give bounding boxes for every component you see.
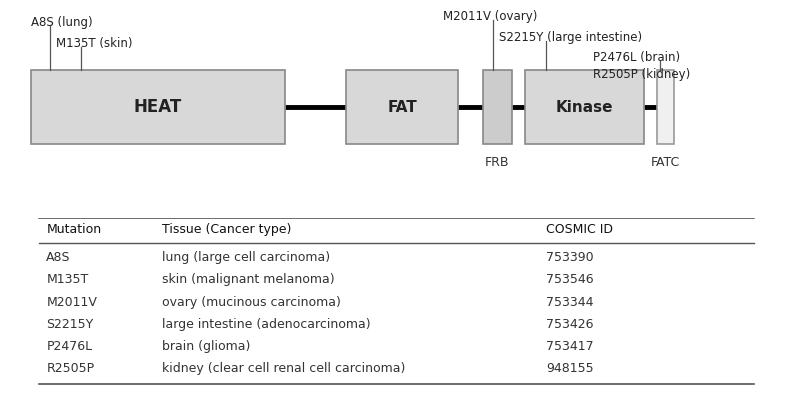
- Text: kidney (clear cell renal cell carcinoma): kidney (clear cell renal cell carcinoma): [162, 362, 405, 375]
- Text: lung (large cell carcinoma): lung (large cell carcinoma): [162, 252, 330, 264]
- Text: 753390: 753390: [546, 252, 594, 264]
- Bar: [657, 70, 674, 145]
- Text: M135T: M135T: [46, 273, 89, 286]
- Bar: [31, 70, 285, 145]
- Bar: [483, 70, 512, 145]
- Text: Mutation: Mutation: [46, 223, 101, 236]
- Text: 753546: 753546: [546, 273, 594, 286]
- Text: FATC: FATC: [651, 156, 681, 169]
- Text: 753426: 753426: [546, 318, 594, 331]
- Text: M2011V: M2011V: [46, 295, 97, 308]
- Text: S2215Y (large intestine): S2215Y (large intestine): [498, 31, 642, 44]
- Text: M2011V (ovary): M2011V (ovary): [443, 10, 537, 23]
- Text: 753417: 753417: [546, 340, 594, 353]
- Text: Kinase: Kinase: [556, 100, 613, 115]
- Text: ovary (mucinous carcinoma): ovary (mucinous carcinoma): [162, 295, 341, 308]
- Text: COSMIC ID: COSMIC ID: [546, 223, 613, 236]
- Text: HEAT: HEAT: [133, 98, 182, 117]
- Text: 753344: 753344: [546, 295, 594, 308]
- Text: R2505P (kidney): R2505P (kidney): [593, 68, 690, 81]
- Text: R2505P: R2505P: [46, 362, 94, 375]
- Text: M135T (skin): M135T (skin): [56, 37, 132, 50]
- Text: 948155: 948155: [546, 362, 594, 375]
- Text: P2476L: P2476L: [46, 340, 93, 353]
- Text: Tissue (Cancer type): Tissue (Cancer type): [162, 223, 291, 236]
- Text: FAT: FAT: [387, 100, 417, 115]
- Text: A8S: A8S: [46, 252, 71, 264]
- Text: P2476L (brain): P2476L (brain): [593, 51, 680, 64]
- Bar: [346, 70, 458, 145]
- Text: A8S (lung): A8S (lung): [31, 16, 93, 29]
- Text: brain (glioma): brain (glioma): [162, 340, 250, 353]
- Text: S2215Y: S2215Y: [46, 318, 93, 331]
- Text: FRB: FRB: [485, 156, 509, 169]
- Text: large intestine (adenocarcinoma): large intestine (adenocarcinoma): [162, 318, 371, 331]
- Text: skin (malignant melanoma): skin (malignant melanoma): [162, 273, 334, 286]
- Bar: [525, 70, 644, 145]
